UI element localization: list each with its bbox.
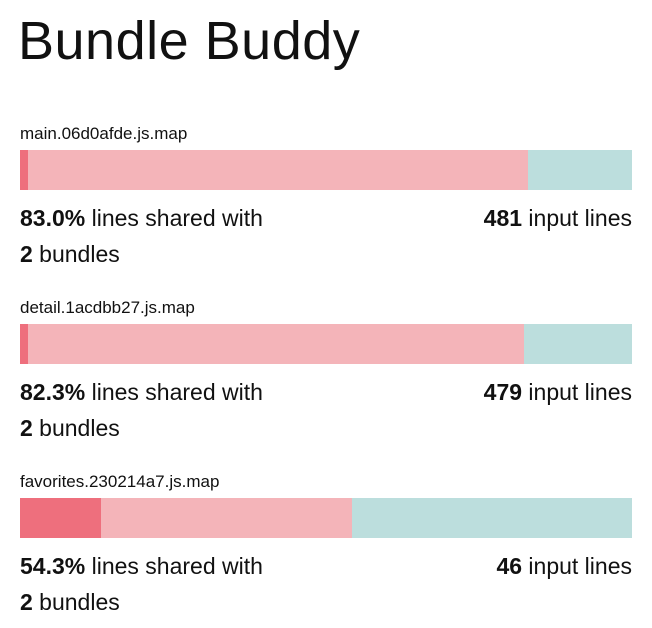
bundles-text: bundles — [32, 589, 120, 615]
bundles-text: bundles — [32, 241, 120, 267]
shared-text: lines shared with — [85, 205, 263, 231]
input-lines-text: input lines — [522, 553, 632, 579]
input-lines-summary: 479 input lines — [484, 374, 632, 410]
input-lines-text: input lines — [522, 205, 632, 231]
shared-summary: 82.3% lines shared with 2 bundles — [20, 374, 350, 446]
shared-lines-bar[interactable] — [20, 324, 632, 364]
bundle-count: 2 — [20, 589, 33, 615]
bundle-name: detail.1acdbb27.js.map — [20, 298, 195, 317]
bundle-card: main.06d0afde.js.map 83.0% lines shared … — [20, 124, 632, 267]
input-lines-count: 481 — [483, 205, 523, 231]
bundle-count: 2 — [20, 415, 33, 441]
input-lines-summary: 46 input lines — [496, 548, 632, 584]
bar-segment-remaining — [352, 498, 632, 538]
input-lines-summary: 481 input lines — [484, 200, 632, 236]
bar-segment-remaining — [527, 150, 632, 190]
shared-summary: 83.0% lines shared with 2 bundles — [20, 200, 350, 272]
app-title: Bundle Buddy — [18, 11, 361, 71]
bundle-count: 2 — [20, 241, 33, 267]
bundles-text: bundles — [32, 415, 120, 441]
shared-percent: 83.0% — [20, 205, 86, 231]
bar-segment-remaining — [523, 324, 632, 364]
bar-segment-shared — [100, 498, 353, 538]
shared-summary: 54.3% lines shared with 2 bundles — [20, 548, 350, 620]
bar-segment-strong — [20, 498, 101, 538]
shared-text: lines shared with — [85, 553, 263, 579]
bundle-card: detail.1acdbb27.js.map 82.3% lines share… — [20, 298, 632, 441]
bar-segment-shared — [27, 150, 528, 190]
input-lines-text: input lines — [522, 379, 632, 405]
input-lines-count: 479 — [483, 379, 523, 405]
shared-percent: 82.3% — [20, 379, 86, 405]
shared-percent: 54.3% — [20, 553, 86, 579]
bar-segment-strong — [20, 150, 28, 190]
shared-lines-bar[interactable] — [20, 498, 632, 538]
shared-text: lines shared with — [85, 379, 263, 405]
bar-segment-strong — [20, 324, 28, 364]
bundle-name: favorites.230214a7.js.map — [20, 472, 220, 491]
bundle-card: favorites.230214a7.js.map 54.3% lines sh… — [20, 472, 632, 615]
bar-segment-shared — [27, 324, 524, 364]
bundle-name: main.06d0afde.js.map — [20, 124, 188, 143]
input-lines-count: 46 — [496, 553, 523, 579]
shared-lines-bar[interactable] — [20, 150, 632, 190]
